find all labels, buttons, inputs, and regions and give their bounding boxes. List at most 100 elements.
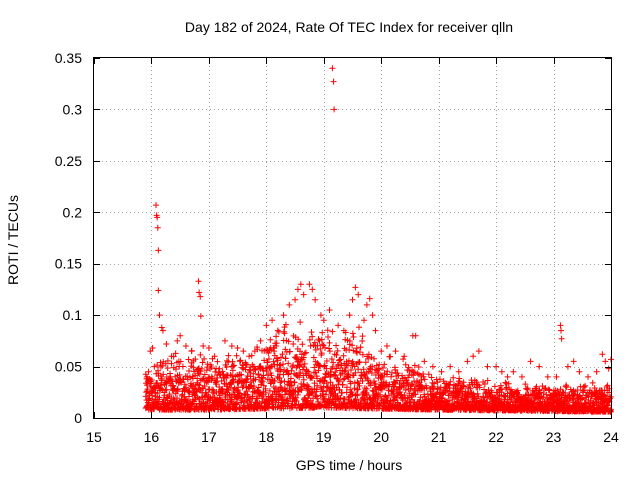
data-point — [593, 368, 600, 375]
data-point — [219, 387, 226, 394]
data-point — [297, 319, 304, 326]
data-point — [273, 340, 280, 347]
data-point — [297, 348, 304, 355]
data-point — [365, 355, 372, 362]
data-point — [559, 389, 566, 396]
data-point — [248, 352, 255, 359]
y-tick-label: 0.15 — [55, 256, 82, 272]
data-point — [362, 359, 369, 366]
data-point — [179, 363, 186, 370]
data-point — [576, 368, 583, 375]
data-point — [522, 381, 529, 388]
data-point — [385, 392, 392, 399]
data-point — [563, 384, 570, 391]
data-point — [281, 324, 288, 331]
data-point — [287, 382, 294, 389]
data-point — [402, 361, 409, 368]
x-axis-title: GPS time / hours — [296, 457, 403, 473]
data-point — [363, 385, 370, 392]
data-point — [305, 385, 312, 392]
data-point — [306, 336, 313, 343]
data-point — [195, 278, 202, 285]
data-point — [605, 365, 612, 372]
data-point — [286, 301, 293, 308]
data-point — [371, 355, 378, 362]
data-point — [409, 396, 416, 403]
data-points — [142, 65, 614, 415]
axis-ticks — [94, 58, 612, 419]
data-point — [325, 345, 332, 352]
data-point — [319, 329, 326, 336]
data-point — [314, 342, 321, 349]
data-point — [581, 384, 588, 391]
data-point — [345, 374, 352, 381]
data-point — [277, 366, 284, 373]
data-point — [230, 379, 237, 386]
data-point — [326, 339, 333, 346]
data-point — [280, 400, 287, 407]
data-point — [378, 348, 385, 355]
data-point — [338, 389, 345, 396]
data-point — [285, 360, 292, 367]
data-point — [186, 374, 193, 381]
data-point — [431, 394, 438, 401]
data-point — [201, 355, 208, 362]
data-point — [217, 372, 224, 379]
data-point — [497, 399, 504, 406]
data-point — [252, 376, 259, 383]
data-point — [155, 287, 162, 294]
data-point — [397, 388, 404, 395]
x-tick-label: 22 — [488, 429, 504, 445]
data-point — [237, 357, 244, 364]
data-point — [388, 373, 395, 380]
data-point — [299, 366, 306, 373]
data-point — [505, 380, 512, 387]
data-point — [257, 389, 264, 396]
data-point — [317, 312, 324, 319]
data-point — [354, 392, 361, 399]
data-point — [475, 393, 482, 400]
data-point — [228, 343, 235, 349]
data-point — [402, 386, 409, 393]
data-point — [143, 373, 150, 380]
data-point — [197, 293, 204, 300]
data-point — [510, 368, 517, 375]
data-point — [305, 368, 312, 375]
data-point — [412, 332, 419, 339]
data-point — [204, 361, 211, 368]
data-point — [368, 369, 375, 376]
data-point — [295, 336, 302, 343]
data-point — [297, 281, 304, 288]
data-point — [267, 336, 274, 343]
data-point — [280, 312, 287, 319]
data-point — [160, 396, 167, 403]
data-point — [381, 361, 388, 368]
y-tick-label: 0.25 — [55, 153, 82, 169]
data-point — [276, 362, 283, 369]
data-point — [200, 343, 207, 349]
data-point — [147, 348, 154, 355]
data-point — [481, 386, 488, 393]
data-point — [193, 403, 200, 410]
data-point — [383, 343, 390, 349]
x-tick-label: 23 — [546, 429, 562, 445]
data-point — [176, 371, 183, 378]
x-tick-label: 17 — [201, 429, 217, 445]
data-point — [260, 382, 267, 389]
data-point — [369, 363, 376, 370]
data-point — [498, 368, 505, 375]
data-point — [447, 378, 454, 385]
data-point — [208, 363, 215, 370]
data-point — [181, 381, 188, 388]
plot-frame — [93, 57, 612, 419]
data-point — [333, 342, 340, 349]
data-point — [340, 327, 347, 334]
data-point — [421, 376, 428, 383]
y-axis-title: ROTI / TECUs — [5, 195, 21, 285]
data-point — [334, 347, 341, 354]
data-point — [296, 374, 303, 381]
data-point — [148, 377, 155, 384]
data-point — [318, 350, 325, 357]
data-point — [168, 353, 175, 360]
data-point — [582, 382, 589, 389]
